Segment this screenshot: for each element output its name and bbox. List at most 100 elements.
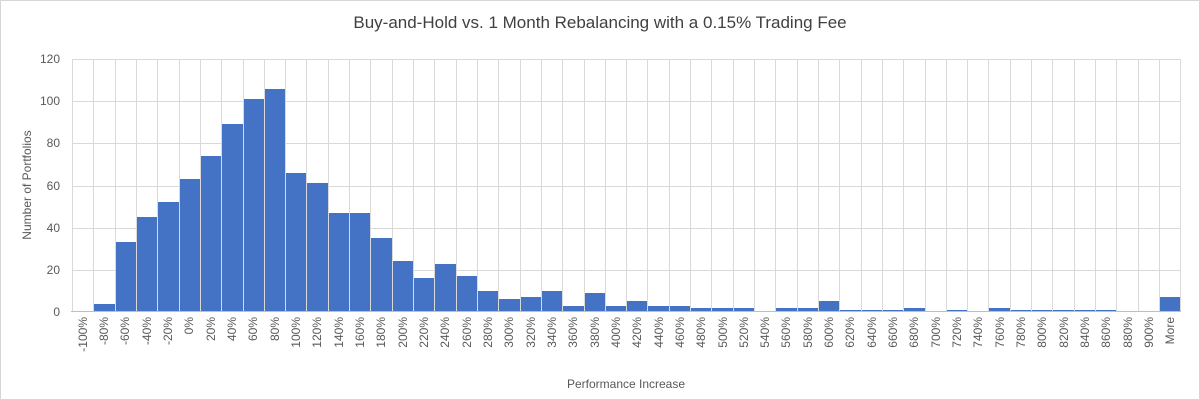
x-tick-label: 180% — [374, 317, 389, 348]
x-tick-cell: 40% — [221, 317, 242, 375]
y-tick-label: 0 — [53, 305, 60, 319]
bar — [797, 307, 818, 312]
x-tick-label: 440% — [651, 317, 666, 348]
x-tick-label: 300% — [502, 317, 517, 348]
x-tick-label: -100% — [75, 317, 90, 352]
bar — [350, 212, 371, 312]
x-tick-label: 240% — [438, 317, 453, 348]
histogram-bin — [392, 59, 414, 312]
bar — [1010, 309, 1032, 312]
x-tick-label: 0% — [182, 317, 197, 335]
y-tick-label: 120 — [39, 52, 60, 66]
y-tick-label: 80 — [46, 136, 60, 151]
bar — [840, 309, 861, 312]
bar — [648, 305, 669, 312]
bar — [328, 212, 350, 312]
x-tick-cell: 620% — [840, 317, 861, 375]
x-tick-cell: 160% — [349, 317, 370, 375]
histogram-bin — [520, 59, 542, 312]
x-tick-cell: 0% — [179, 317, 200, 375]
x-tick-cell: 180% — [371, 317, 392, 375]
x-tick-label: 860% — [1099, 317, 1114, 348]
histogram-bin — [541, 59, 564, 312]
x-tick-cell: 260% — [456, 317, 477, 375]
bar — [414, 278, 435, 312]
x-tick-cell: 120% — [307, 317, 328, 375]
histogram-bin — [307, 59, 329, 312]
histogram-bin — [243, 59, 265, 312]
histogram-bin — [968, 59, 990, 312]
x-tick-label: 40% — [224, 317, 239, 342]
histogram-bin — [669, 59, 692, 312]
histogram-bin — [200, 59, 223, 312]
bar — [456, 276, 477, 312]
bar — [818, 301, 840, 312]
bar — [1074, 309, 1095, 312]
histogram-bin — [563, 59, 585, 312]
bar — [200, 155, 222, 312]
bar — [1096, 309, 1117, 312]
bar — [264, 88, 286, 312]
x-tick-cell: 680% — [904, 317, 925, 375]
x-tick-cell: 500% — [712, 317, 733, 375]
x-tick-cell: 340% — [541, 317, 562, 375]
y-tick-label: 100 — [39, 94, 60, 109]
x-tick-label: 600% — [822, 317, 837, 348]
histogram-bin — [328, 59, 351, 312]
x-tick-label: 220% — [416, 317, 431, 348]
x-tick-label: 20% — [203, 317, 218, 342]
x-tick-cell: 740% — [968, 317, 989, 375]
bar — [861, 309, 882, 312]
x-tick-cell: 520% — [733, 317, 754, 375]
histogram-bin — [1074, 59, 1096, 312]
bar — [946, 309, 968, 312]
x-tick-cell: 700% — [925, 317, 946, 375]
x-tick-cell: 580% — [797, 317, 818, 375]
histogram-bin — [435, 59, 457, 312]
y-tick-label: 60 — [46, 178, 60, 193]
x-tick-cell: 460% — [669, 317, 690, 375]
x-tick-cell: 440% — [648, 317, 669, 375]
histogram-bin — [882, 59, 905, 312]
histogram-bin — [73, 59, 95, 312]
histogram-bin — [1010, 59, 1033, 312]
x-tick-cell: 640% — [861, 317, 882, 375]
histogram-bin — [371, 59, 393, 312]
x-tick-cell: 720% — [946, 317, 967, 375]
bar — [733, 307, 754, 312]
x-tick-label: 700% — [928, 317, 943, 348]
x-tick-label: 360% — [566, 317, 581, 348]
histogram-bin — [414, 59, 436, 312]
bar — [499, 299, 520, 312]
bar — [115, 242, 136, 312]
x-tick-label: 80% — [267, 317, 282, 342]
bar — [605, 305, 627, 312]
x-tick-label: 60% — [246, 317, 261, 342]
x-tick-label: 580% — [800, 317, 815, 348]
histogram-bin — [946, 59, 969, 312]
x-tick-label: 680% — [907, 317, 922, 348]
x-tick-label: 140% — [331, 317, 346, 348]
x-tick-cell: 60% — [243, 317, 264, 375]
histogram-bin — [456, 59, 478, 312]
x-tick-cell: -60% — [115, 317, 136, 375]
histogram-bin — [115, 59, 137, 312]
plot-area — [71, 59, 1182, 312]
x-tick-label: 640% — [864, 317, 879, 348]
x-tick-label: 560% — [779, 317, 794, 348]
x-tick-label: -60% — [118, 317, 133, 346]
x-tick-cell: More — [1160, 317, 1181, 375]
chart-title: Buy-and-Hold vs. 1 Month Rebalancing wit… — [353, 13, 847, 32]
bins-container — [72, 59, 1182, 312]
x-tick-cell: 880% — [1117, 317, 1138, 375]
x-tick-label: 480% — [694, 317, 709, 348]
bar — [669, 305, 691, 312]
x-tick-cell: 400% — [605, 317, 626, 375]
histogram-bin — [1139, 59, 1160, 312]
bar — [435, 263, 456, 312]
bar — [712, 307, 733, 312]
bar — [94, 303, 115, 312]
x-tick-label: 540% — [758, 317, 773, 348]
x-tick-label: -80% — [96, 317, 111, 346]
histogram-bin — [840, 59, 862, 312]
